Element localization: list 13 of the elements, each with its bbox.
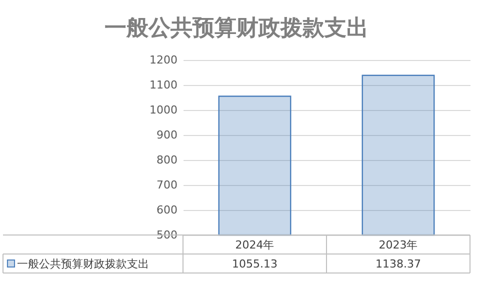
y-tick-label: 900 bbox=[156, 128, 178, 142]
y-tick-label: 1100 bbox=[150, 78, 178, 92]
y-tick-label: 1200 bbox=[150, 54, 178, 66]
data-label: 1055.13 bbox=[232, 258, 278, 270]
x-tick-label: 2024年 bbox=[235, 238, 274, 252]
y-tick-label: 700 bbox=[156, 178, 178, 192]
chart-title: 一般公共预算财政拨款支出 bbox=[104, 15, 368, 41]
legend-label: 一般公共预算财政拨款支出 bbox=[17, 258, 149, 270]
data-label: 1138.37 bbox=[376, 258, 421, 270]
x-tick-label: 2023年 bbox=[378, 238, 418, 252]
y-tick-label: 600 bbox=[156, 204, 178, 216]
y-tick-label: 1000 bbox=[150, 104, 178, 116]
y-tick-label: 800 bbox=[156, 154, 178, 166]
